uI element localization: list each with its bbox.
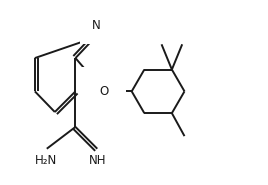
Text: H₂N: H₂N — [35, 154, 57, 167]
Text: O: O — [99, 85, 109, 98]
Text: NH: NH — [89, 154, 106, 167]
Text: N: N — [92, 19, 100, 32]
